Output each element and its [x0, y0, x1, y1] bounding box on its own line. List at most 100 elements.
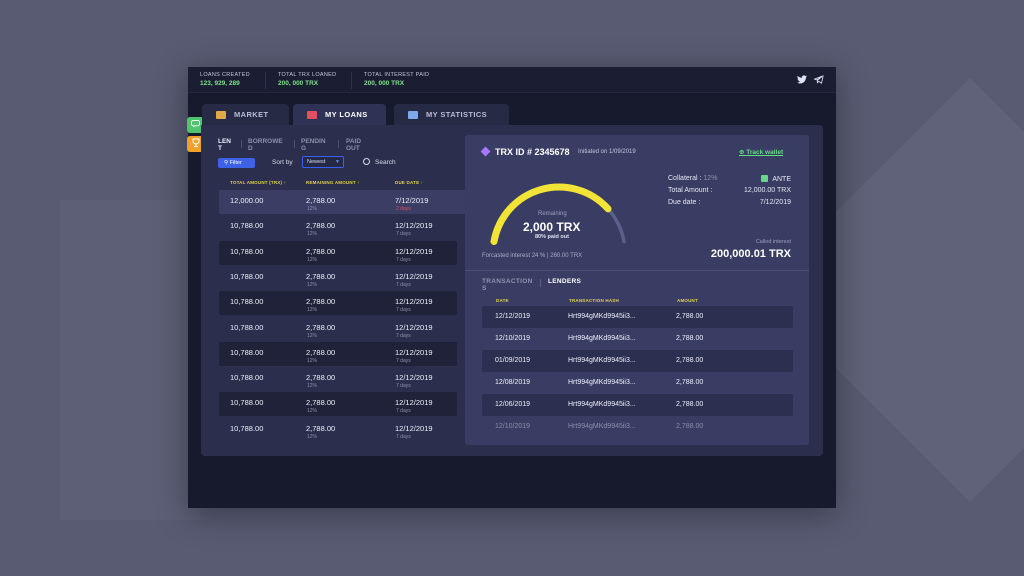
- due-date: 12/12/2019: [395, 373, 433, 383]
- divider: [540, 279, 541, 287]
- table-row[interactable]: 10,788.00 2,788.00 12% 12/12/2019 7 days: [219, 266, 457, 290]
- column-header-due-date[interactable]: DUE DATE ↑: [395, 180, 424, 185]
- tab-lenders[interactable]: LENDERS: [548, 278, 582, 285]
- remaining-amount: 2,788.00: [306, 423, 336, 433]
- collateral-value: ANTE: [725, 175, 791, 183]
- track-wallet-link[interactable]: ⊕ Track wallet: [739, 148, 783, 156]
- transaction-amount: 2,788.00: [676, 423, 704, 430]
- divider: [338, 140, 339, 148]
- table-row[interactable]: 10,788.00 2,788.00 12% 12/12/2019 7 days: [219, 317, 457, 341]
- tab-pending[interactable]: PENDIN G: [301, 138, 326, 152]
- gauge-fill: [490, 183, 612, 246]
- days-left: 7 days: [396, 231, 411, 238]
- transaction-hash: Hrt994gMKd9945ii3...: [568, 401, 636, 408]
- transaction-row[interactable]: 12/10/2019 Hrt994gMKd9945ii3... 2,788.00: [482, 328, 793, 350]
- due-date: 7/12/2019: [395, 196, 429, 205]
- transaction-date: 01/09/2019: [495, 357, 531, 364]
- remaining-amount: 2,788.00: [306, 398, 336, 408]
- transaction-row[interactable]: 01/09/2019 Hrt994gMKd9945ii3... 2,788.00: [482, 350, 793, 372]
- transaction-amount: 2,788.00: [676, 313, 704, 320]
- filter-button[interactable]: ⚲ Filter: [218, 158, 255, 168]
- collateral-token: ANTE: [772, 176, 791, 183]
- tab-label: MARKET: [234, 110, 269, 119]
- due-date-value: 7/12/2019: [759, 199, 791, 206]
- chat-icon[interactable]: [187, 117, 204, 133]
- column-header-amount: AMOUNT: [677, 298, 698, 303]
- column-header-total[interactable]: TOTAL AMOUNT (TRX) ↑: [230, 180, 287, 185]
- divider: [294, 140, 295, 148]
- days-left: 7 days: [396, 307, 411, 314]
- remaining-percent: 12%: [307, 307, 318, 314]
- stat-value: 200, 000 TRX: [278, 80, 319, 87]
- due-date: 12/12/2019: [395, 398, 433, 408]
- sort-select[interactable]: Newest ▼: [302, 156, 344, 168]
- days-left: 7 days: [396, 332, 411, 339]
- transaction-amount: 2,788.00: [676, 379, 704, 386]
- transaction-row[interactable]: 12/08/2019 Hrt994gMKd9945ii3... 2,788.00: [482, 372, 793, 394]
- transaction-amount: 2,788.00: [676, 335, 704, 342]
- tab-my-statistics[interactable]: MY STATISTICS: [394, 104, 509, 126]
- total-amount: 10,788.00: [230, 423, 264, 433]
- total-amount: 10,788.00: [230, 322, 264, 332]
- table-row[interactable]: 10,788.00 2,788.00 12% 12/12/2019 7 days: [219, 367, 457, 391]
- remaining-percent: 12%: [307, 357, 318, 364]
- transaction-date: 12/12/2019: [495, 313, 531, 320]
- table-row[interactable]: 10,788.00 2,788.00 12% 12/12/2019 7 days: [219, 341, 457, 366]
- table-row[interactable]: 10,788.00 2,788.00 12% 12/12/2019 7 days: [219, 291, 457, 316]
- table-row[interactable]: 10,788.00 2,788.00 12% 12/12/2019 7 days: [219, 215, 457, 239]
- forecasted-interest: Forcasted interest 24 % | 260.00 TRX: [482, 253, 583, 259]
- due-date: 12/12/2019: [395, 423, 433, 433]
- total-amount: 12,000.00: [230, 196, 264, 205]
- transaction-row[interactable]: 12/12/2019 Hrt994gMKd9945ii3... 2,788.00: [482, 306, 793, 328]
- collected-interest-value: 200,000.01 TRX: [710, 248, 791, 260]
- days-left: 7 days: [396, 383, 411, 390]
- transaction-row[interactable]: 12/06/2019 Hrt994gMKd9945ii3... 2,788.00: [482, 394, 793, 416]
- gem-icon: [480, 146, 491, 157]
- days-left: 7 days: [396, 281, 411, 288]
- transaction-date: 12/10/2019: [495, 335, 531, 342]
- stat-label: LOANS CREATED: [200, 72, 250, 78]
- tab-borrowed[interactable]: BORROWE D: [248, 138, 283, 152]
- telegram-icon[interactable]: [814, 75, 824, 85]
- remaining-percent: 12%: [307, 383, 318, 390]
- remaining-amount: 2,788.00: [306, 373, 336, 383]
- column-header-remaining[interactable]: REMAINING AMOUNT ↑: [306, 180, 360, 185]
- column-header-date: DATE: [496, 298, 509, 303]
- transaction-amount: 2,788.00: [676, 357, 704, 364]
- sort-label: Sort by: [272, 159, 293, 166]
- remaining-amount: 2,788.00: [306, 347, 336, 357]
- search-icon: [363, 158, 370, 165]
- days-left: 7 days: [396, 256, 411, 263]
- trx-id: TRX ID # 2345678: [480, 146, 570, 157]
- tab-lent[interactable]: LEN T: [218, 138, 231, 152]
- search-button[interactable]: Search: [363, 158, 396, 166]
- plus-circle-icon: ⊕: [739, 149, 747, 156]
- tab-my-loans[interactable]: MY LOANS: [293, 104, 386, 126]
- filter-label: Filter: [229, 160, 242, 166]
- total-amount: 10,788.00: [230, 347, 264, 357]
- tab-transactions[interactable]: TRANSACTION S: [482, 278, 533, 292]
- tab-market[interactable]: MARKET: [202, 104, 289, 126]
- days-left: 7 days: [396, 433, 411, 440]
- table-row[interactable]: 10,788.00 2,788.00 12% 12/12/2019 7 days: [219, 240, 457, 265]
- remaining-amount: 2,000 TRX: [523, 220, 581, 234]
- twitter-icon[interactable]: [797, 75, 807, 85]
- tab-paid-out[interactable]: PAID OUT: [346, 138, 362, 152]
- stat-value: 200, 000 TRX: [364, 80, 405, 87]
- transaction-row[interactable]: 12/10/2019 Hrt994gMKd9945ii3... 2,788.00: [482, 416, 793, 438]
- total-amount-value: 12,000.00 TRX: [744, 187, 791, 194]
- table-row[interactable]: 10,788.00 2,788.00 12% 12/12/2019 7 days: [219, 392, 457, 417]
- trophy-icon[interactable]: [187, 136, 204, 152]
- total-amount: 10,788.00: [230, 398, 264, 408]
- table-row[interactable]: 10,788.00 2,788.00 12% 12/12/2019 7 days: [219, 418, 457, 442]
- stat-label: TOTAL TRX LOANED: [278, 72, 337, 78]
- total-amount: 10,788.00: [230, 373, 264, 383]
- remaining-amount: 2,788.00: [306, 271, 336, 281]
- table-row[interactable]: 12,000.00 2,788.00 12% 7/12/2019 2 days: [219, 190, 469, 214]
- column-header-hash: TRANSACTION HASH: [569, 298, 619, 303]
- total-amount: 10,788.00: [230, 297, 264, 307]
- transaction-hash: Hrt994gMKd9945ii3...: [568, 335, 636, 342]
- background-shape: [60, 200, 200, 520]
- transaction-hash: Hrt994gMKd9945ii3...: [568, 423, 636, 430]
- due-date: 12/12/2019: [395, 322, 433, 332]
